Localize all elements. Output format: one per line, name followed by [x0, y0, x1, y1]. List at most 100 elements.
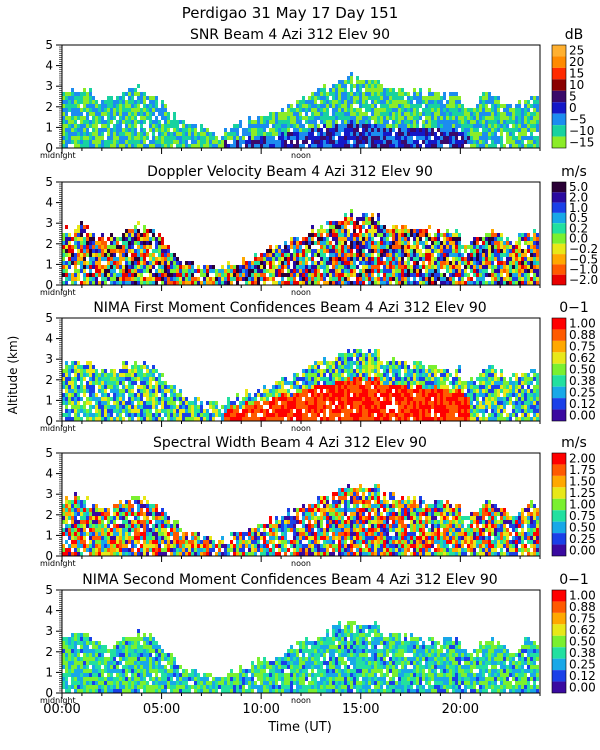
heatmap-cell	[269, 116, 272, 120]
heatmap-cell	[101, 409, 104, 413]
heatmap-cell	[80, 140, 83, 144]
heatmap-cell	[464, 116, 467, 120]
heatmap-cell	[116, 273, 119, 277]
heatmap-cell	[266, 124, 269, 128]
heatmap-cell	[317, 269, 320, 273]
heatmap-cell	[134, 116, 137, 120]
heatmap-cell	[419, 132, 422, 136]
heatmap-cell	[437, 104, 440, 108]
heatmap-cell	[521, 108, 524, 112]
heatmap-cell	[329, 245, 332, 249]
heatmap-cell	[494, 241, 497, 245]
heatmap-cell	[95, 136, 98, 140]
heatmap-cell	[245, 265, 248, 269]
heatmap-cell	[353, 369, 356, 373]
heatmap-cell	[95, 124, 98, 128]
colorbar-frame	[551, 181, 567, 286]
heatmap-cell	[137, 261, 140, 265]
heatmap-cell	[344, 273, 347, 277]
heatmap-cell	[278, 249, 281, 253]
heatmap-cell	[254, 120, 257, 124]
heatmap-cell	[437, 96, 440, 100]
heatmap-cell	[80, 381, 83, 385]
heatmap-cell	[68, 116, 71, 120]
heatmap-cell	[221, 269, 224, 273]
heatmap-cell	[419, 88, 422, 92]
heatmap-cell	[347, 144, 350, 148]
heatmap-cell	[143, 265, 146, 269]
heatmap-cell	[176, 393, 179, 397]
heatmap-cell	[146, 389, 149, 393]
heatmap-cell	[101, 124, 104, 128]
heatmap-cell	[422, 128, 425, 132]
heatmap-cell	[110, 253, 113, 257]
heatmap-cell	[107, 245, 110, 249]
heatmap-cell	[65, 108, 68, 112]
heatmap-cell	[374, 229, 377, 233]
heatmap-cell	[437, 261, 440, 265]
heatmap-cell	[173, 140, 176, 144]
heatmap-cell	[449, 273, 452, 277]
heatmap-cell	[311, 229, 314, 233]
heatmap-cell	[356, 241, 359, 245]
heatmap-cell	[398, 265, 401, 269]
heatmap-cell	[236, 140, 239, 144]
heatmap-cell	[431, 104, 434, 108]
heatmap-cell	[353, 393, 356, 397]
heatmap-cell	[389, 385, 392, 389]
heatmap-cell	[134, 361, 137, 365]
heatmap-cell	[257, 269, 260, 273]
heatmap-cell	[77, 365, 80, 369]
heatmap-cell	[122, 401, 125, 405]
heatmap-cell	[536, 120, 539, 124]
heatmap-cell	[341, 261, 344, 265]
heatmap-cell	[314, 144, 317, 148]
heatmap-cell	[329, 100, 332, 104]
heatmap-cell	[437, 136, 440, 140]
heatmap-cell	[107, 277, 110, 281]
heatmap-cell	[329, 132, 332, 136]
heatmap-cell	[407, 245, 410, 249]
heatmap-cell	[335, 357, 338, 361]
heatmap-cell	[374, 281, 377, 285]
heatmap-cell	[359, 281, 362, 285]
heatmap-cell	[233, 273, 236, 277]
heatmap-cell	[353, 241, 356, 245]
heatmap-cell	[335, 369, 338, 373]
heatmap-cell	[260, 120, 263, 124]
heatmap-cell	[227, 132, 230, 136]
heatmap-cell	[227, 417, 230, 421]
heatmap-cell	[506, 132, 509, 136]
heatmap-cell	[110, 112, 113, 116]
heatmap-cell	[440, 249, 443, 253]
heatmap-cell	[68, 401, 71, 405]
heatmap-cell	[482, 237, 485, 241]
heatmap-cell	[311, 397, 314, 401]
heatmap-cell	[101, 269, 104, 273]
heatmap-cell	[308, 281, 311, 285]
heatmap-cell	[95, 393, 98, 397]
heatmap-cell	[401, 237, 404, 241]
heatmap-cell	[263, 132, 266, 136]
heatmap-cell	[311, 120, 314, 124]
heatmap-cell	[416, 128, 419, 132]
heatmap-cell	[395, 112, 398, 116]
heatmap-cell	[179, 277, 182, 281]
heatmap-cell	[164, 389, 167, 393]
heatmap-cell	[443, 112, 446, 116]
heatmap-cell	[128, 100, 131, 104]
heatmap-cell	[317, 405, 320, 409]
heatmap-cell	[182, 281, 185, 285]
heatmap-cell	[101, 128, 104, 132]
heatmap-cell	[533, 261, 536, 265]
heatmap-cell	[158, 128, 161, 132]
heatmap-cell	[338, 241, 341, 245]
heatmap-cell	[188, 136, 191, 140]
heatmap-cell	[338, 269, 341, 273]
heatmap-cell	[107, 401, 110, 405]
heatmap-cell	[410, 132, 413, 136]
heatmap-cell	[401, 389, 404, 393]
heatmap-cell	[263, 116, 266, 120]
heatmap-cell	[536, 96, 539, 100]
heatmap-cell	[386, 124, 389, 128]
